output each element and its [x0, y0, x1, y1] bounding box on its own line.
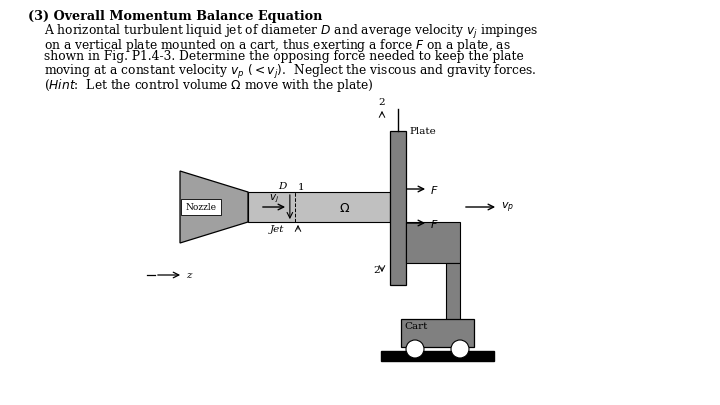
Text: ($\it{Hint}$:  Let the control volume $\Omega$ move with the plate): ($\it{Hint}$: Let the control volume $\O…	[44, 77, 374, 94]
Bar	[406, 222, 460, 263]
Text: Nozzle: Nozzle	[186, 203, 217, 212]
Text: $v_p$: $v_p$	[501, 200, 514, 215]
Text: on a vertical plate mounted on a cart, thus exerting a force $F$ on a plate, as: on a vertical plate mounted on a cart, t…	[44, 36, 511, 53]
Text: 2: 2	[379, 98, 385, 107]
Text: z: z	[186, 271, 192, 280]
Text: $\Omega$: $\Omega$	[339, 201, 350, 214]
Bar	[390, 132, 406, 285]
Bar	[401, 319, 474, 347]
FancyBboxPatch shape	[181, 200, 221, 215]
Circle shape	[451, 340, 469, 358]
Text: Plate: Plate	[409, 127, 436, 136]
Bar	[248, 192, 390, 222]
Polygon shape	[180, 172, 248, 243]
Text: A horizontal turbulent liquid jet of diameter $D$ and average velocity $v_j$ imp: A horizontal turbulent liquid jet of dia…	[44, 23, 539, 41]
Text: $F$: $F$	[430, 183, 438, 196]
Text: 1: 1	[298, 183, 305, 192]
Bar	[446, 263, 460, 325]
Text: $F$: $F$	[430, 217, 438, 230]
Text: Jet: Jet	[270, 224, 284, 233]
Circle shape	[406, 340, 424, 358]
Bar	[381, 351, 494, 361]
Text: moving at a constant velocity $v_p$ $(< v_j)$.  Neglect the viscous and gravity : moving at a constant velocity $v_p$ $(< …	[44, 63, 536, 81]
Text: $v_j$: $v_j$	[269, 192, 279, 205]
Text: 2: 2	[374, 265, 380, 274]
Text: (3) Overall Momentum Balance Equation: (3) Overall Momentum Balance Equation	[28, 10, 323, 23]
Text: shown in Fig. P1.4-3. Determine the opposing force needed to keep the plate: shown in Fig. P1.4-3. Determine the oppo…	[44, 50, 523, 63]
Text: Cart: Cart	[404, 321, 428, 330]
Text: D: D	[279, 181, 287, 190]
